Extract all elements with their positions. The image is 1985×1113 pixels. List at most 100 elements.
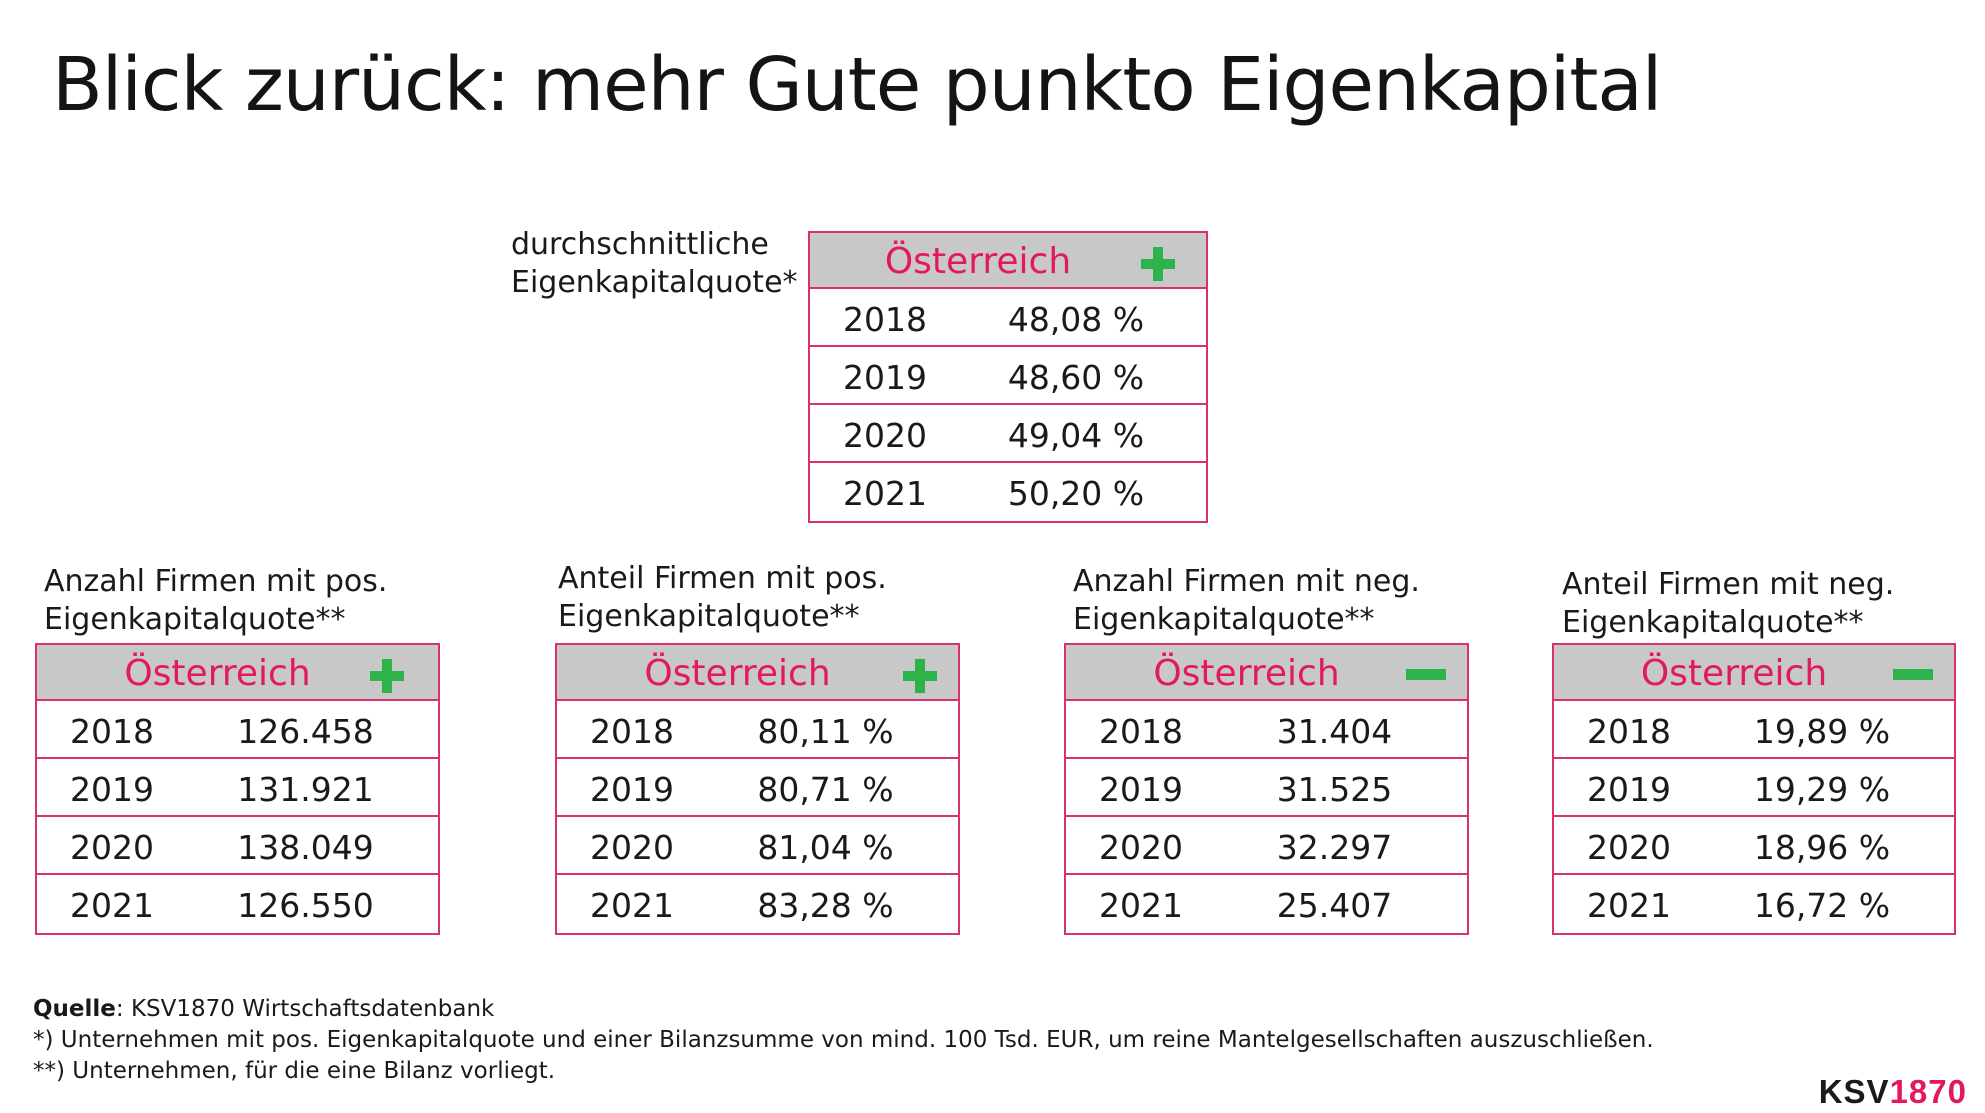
table-avg-equity-ratio: Österreich 2018 48,08 % 2019 48,60 % 2020 4… [808,231,1208,523]
header-label: Österreich [124,653,311,694]
table-row: 2020 18,96 % [1554,817,1954,875]
table-caption: Anteil Firmen mit pos. Eigenkapitalquote… [558,560,887,636]
ksv1870-logo: KSV1870 [1819,1073,1967,1111]
table-row: 2019 48,60 % [810,347,1206,405]
top-caption-line1: durchschnittliche [511,227,769,262]
footnote-2: **) Unternehmen, für die eine Bilanz vor… [33,1058,556,1084]
year-cell: 2019 [843,358,927,397]
plus-icon [370,659,404,693]
plus-icon [903,659,937,693]
value-cell: 16,72 % [1753,886,1891,925]
table-row: 2020 81,04 % [557,817,958,875]
header-label: Österreich [884,241,1072,282]
table-row: 2020 32.297 [1066,817,1467,875]
footnote-1: *) Unternehmen mit pos. Eigenkapitalquot… [33,1027,1654,1053]
year-cell: 2018 [1099,712,1183,751]
table-header: Österreich [1066,645,1467,701]
caption-line1: Anzahl Firmen mit neg. [1073,564,1420,599]
caption-line1: Anteil Firmen mit pos. [558,561,887,596]
table-row: 2018 48,08 % [810,289,1206,347]
year-cell: 2021 [1587,886,1671,925]
caption-line2: Eigenkapitalquote** [1073,602,1375,637]
caption-line2: Eigenkapitalquote** [558,599,860,634]
table-row: 2020 138.049 [37,817,438,875]
year-cell: 2020 [70,828,154,867]
header-label: Österreich [644,653,831,694]
year-cell: 2020 [1099,828,1183,867]
value-cell: 80,71 % [757,770,894,809]
value-cell: 48,08 % [1007,300,1145,339]
value-cell: 131.921 [237,770,374,809]
table-row: 2021 126.550 [37,875,438,933]
year-cell: 2020 [1587,828,1671,867]
caption-line1: Anzahl Firmen mit pos. [44,564,388,599]
year-cell: 2019 [1587,770,1671,809]
table-row: 2018 31.404 [1066,701,1467,759]
value-cell: 81,04 % [757,828,894,867]
table-header: Österreich [37,645,438,701]
minus-icon [1893,669,1933,680]
year-cell: 2020 [843,416,927,455]
value-cell: 18,96 % [1753,828,1891,867]
caption-line1: Anteil Firmen mit neg. [1562,567,1895,602]
year-cell: 2018 [1587,712,1671,751]
value-cell: 138.049 [237,828,374,867]
table-row: 2018 19,89 % [1554,701,1954,759]
table-row: 2019 19,29 % [1554,759,1954,817]
header-label: Österreich [1640,653,1828,694]
table-row: 2021 50,20 % [810,463,1206,521]
year-cell: 2021 [843,474,927,513]
value-cell: 80,11 % [757,712,894,751]
plus-icon [1141,247,1175,281]
year-cell: 2018 [70,712,154,751]
page-title: Blick zurück: mehr Gute punkto Eigenkapi… [52,42,1662,128]
table-row: 2021 83,28 % [557,875,958,933]
value-cell: 25.407 [1276,886,1393,925]
caption-line2: Eigenkapitalquote** [44,602,346,637]
top-caption-line2: Eigenkapitalquote* [511,265,798,300]
logo-part2: 1870 [1889,1073,1967,1110]
table-header: Österreich [557,645,958,701]
table-caption: Anzahl Firmen mit pos. Eigenkapitalquote… [44,563,387,639]
year-cell: 2021 [70,886,154,925]
caption-line2: Eigenkapitalquote** [1562,605,1864,640]
table-caption: Anzahl Firmen mit neg. Eigenkapitalquote… [1073,563,1420,639]
source-text: : KSV1870 Wirtschaftsdatenbank [115,996,495,1022]
source-label: Quelle [33,996,116,1022]
year-cell: 2019 [1099,770,1183,809]
top-table-caption: durchschnittliche Eigenkapitalquote* [511,226,798,302]
table-row: 2019 31.525 [1066,759,1467,817]
table-row: 2021 25.407 [1066,875,1467,933]
table-row: 2019 131.921 [37,759,438,817]
value-cell: 48,60 % [1007,358,1145,397]
minus-icon [1406,669,1446,680]
value-cell: 83,28 % [757,886,894,925]
table-header: Österreich [810,233,1206,289]
value-cell: 32.297 [1276,828,1393,867]
value-cell: 19,29 % [1753,770,1891,809]
year-cell: 2020 [590,828,674,867]
year-cell: 2018 [843,300,927,339]
value-cell: 31.404 [1276,712,1393,751]
table-share-positive: Österreich 2018 80,11 % 2019 80,71 % 2020 8… [555,643,960,935]
table-row: 2019 80,71 % [557,759,958,817]
value-cell: 19,89 % [1753,712,1891,751]
year-cell: 2019 [70,770,154,809]
logo-part1: KSV [1818,1073,1890,1110]
value-cell: 31.525 [1276,770,1393,809]
value-cell: 126.458 [237,712,374,751]
table-count-positive: Österreich 2018 126.458 2019 131.921 2020 1… [35,643,440,935]
year-cell: 2021 [590,886,674,925]
value-cell: 50,20 % [1007,474,1145,513]
table-share-negative: Österreich 2018 19,89 % 2019 19,29 % 2020 1… [1552,643,1956,935]
year-cell: 2018 [590,712,674,751]
table-row: 2018 80,11 % [557,701,958,759]
header-label: Österreich [1153,653,1340,694]
value-cell: 49,04 % [1007,416,1145,455]
table-row: 2018 126.458 [37,701,438,759]
table-count-negative: Österreich 2018 31.404 2019 31.525 2020 32.… [1064,643,1469,935]
table-header: Österreich [1554,645,1954,701]
year-cell: 2021 [1099,886,1183,925]
source-line: Quelle: KSV1870 Wirtschaftsdatenbank [33,996,494,1022]
value-cell: 126.550 [237,886,374,925]
